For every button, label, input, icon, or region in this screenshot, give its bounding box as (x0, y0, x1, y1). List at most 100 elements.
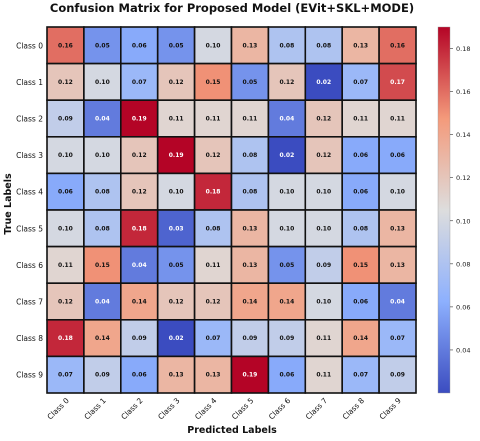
cell-value-label: 0.06 (58, 189, 73, 196)
cell-value-label: 0.04 (132, 262, 147, 269)
cell-value-label: 0.12 (132, 189, 147, 196)
heatmap-cell (378, 26, 417, 65)
heatmap-cell (304, 26, 343, 65)
heatmap-cell (341, 62, 380, 101)
cell-value-label: 0.09 (58, 116, 73, 123)
cell-value-label: 0.08 (95, 225, 110, 232)
heatmap-cell (304, 282, 343, 321)
cell-value-label: 0.08 (353, 225, 368, 232)
chart-title: Confusion Matrix for Proposed Model (EVi… (50, 1, 414, 15)
heatmap-cell (230, 136, 270, 175)
colorbar-tick-label: 0.08 (456, 260, 470, 268)
cell-value-label: 0.08 (95, 189, 110, 196)
cell-value-label: 0.13 (243, 42, 258, 49)
cell-value-label: 0.08 (243, 189, 258, 196)
heatmap-cell (230, 355, 270, 394)
colorbar-tick-label: 0.14 (456, 131, 470, 139)
x-tick-label: Class 3 (156, 396, 182, 422)
y-tick-label: Class 4 (16, 188, 43, 197)
cell-value-label: 0.15 (206, 79, 221, 86)
cell-value-label: 0.11 (206, 262, 221, 269)
heatmap-cell (341, 282, 380, 321)
heatmap-cell (378, 245, 417, 285)
cell-value-label: 0.10 (58, 152, 73, 159)
heatmap-cell (378, 282, 417, 321)
heatmap-cell (120, 282, 159, 321)
colorbar-tick-label: 0.04 (456, 346, 470, 354)
cell-value-label: 0.12 (132, 152, 147, 159)
heatmap-cell (46, 355, 85, 394)
y-tick-label: Class 1 (16, 78, 43, 87)
cell-value-label: 0.14 (279, 299, 294, 306)
cell-value-label: 0.04 (95, 299, 110, 306)
heatmap-cell (156, 245, 196, 285)
y-tick-label: Class 8 (16, 334, 43, 343)
x-axis-label: Predicted Labels (187, 425, 277, 436)
y-axis-label: True Labels (3, 173, 14, 235)
cell-value-label: 0.02 (279, 152, 294, 159)
heatmap-cell (193, 209, 233, 248)
heatmap-cell (304, 172, 343, 211)
colorbar-tick-label: 0.10 (456, 217, 470, 225)
heatmap-cell (267, 355, 307, 394)
heatmap-cell (267, 62, 307, 101)
heatmap-cell (341, 318, 380, 358)
heatmap-cell (46, 318, 85, 358)
cell-value-label: 0.10 (316, 189, 331, 196)
cell-value-label: 0.08 (279, 42, 294, 49)
heatmap-cell (267, 245, 307, 285)
heatmap-cell (378, 318, 417, 358)
heatmap-cell (378, 62, 417, 101)
colorbar-tick-label: 0.16 (456, 88, 470, 96)
cell-value-label: 0.13 (390, 225, 405, 232)
cell-value-label: 0.13 (390, 262, 405, 269)
heatmap-cell (83, 355, 122, 394)
cell-value-label: 0.19 (132, 116, 147, 123)
heatmap-cell (156, 282, 196, 321)
cell-value-label: 0.07 (132, 79, 147, 86)
cell-value-label: 0.10 (316, 299, 331, 306)
colorbar-tick-label: 0.12 (456, 174, 470, 182)
cell-value-label: 0.06 (353, 299, 368, 306)
cell-value-label: 0.19 (169, 152, 184, 159)
heatmap-cell (230, 245, 270, 285)
y-tick-label: Class 0 (16, 41, 43, 50)
cell-value-label: 0.09 (279, 335, 294, 342)
heatmap-cell (46, 209, 85, 248)
cell-value-label: 0.13 (353, 42, 368, 49)
heatmap-cell (267, 136, 307, 175)
x-tick-label: Class 2 (119, 396, 145, 422)
cell-value-label: 0.08 (316, 42, 331, 49)
x-tick-label: Class 4 (193, 396, 219, 422)
cell-value-label: 0.06 (132, 42, 147, 49)
cell-value-label: 0.05 (279, 262, 294, 269)
cell-value-label: 0.03 (169, 225, 184, 232)
cell-value-label: 0.13 (243, 225, 258, 232)
y-tick-label: Class 3 (16, 151, 43, 160)
cell-value-label: 0.18 (206, 189, 221, 196)
cell-value-label: 0.12 (169, 79, 184, 86)
heatmap-cell (193, 282, 233, 321)
cell-value-label: 0.06 (353, 189, 368, 196)
cell-value-label: 0.07 (58, 372, 73, 379)
cell-value-label: 0.19 (243, 372, 258, 379)
heatmap-cell (267, 282, 307, 321)
cell-value-label: 0.09 (132, 335, 147, 342)
x-tick-label: Class 1 (82, 396, 108, 422)
cell-value-label: 0.13 (169, 372, 184, 379)
cell-value-label: 0.10 (316, 225, 331, 232)
heatmap-cell (120, 355, 159, 394)
cell-value-label: 0.12 (58, 299, 73, 306)
y-tick-label: Class 9 (16, 371, 43, 380)
cell-value-label: 0.12 (206, 299, 221, 306)
heatmap-cell (156, 209, 196, 248)
cell-value-label: 0.07 (353, 372, 368, 379)
cell-value-label: 0.06 (390, 152, 405, 159)
cell-value-label: 0.12 (169, 299, 184, 306)
heatmap-cell (83, 62, 122, 101)
cell-value-label: 0.10 (95, 152, 110, 159)
cell-value-label: 0.04 (95, 116, 110, 123)
cell-value-label: 0.10 (95, 79, 110, 86)
x-tick-labels: Class 0 Class 1 Class 2 Class 3 Class 4 Class… (45, 396, 403, 422)
cell-value-label: 0.08 (243, 152, 258, 159)
